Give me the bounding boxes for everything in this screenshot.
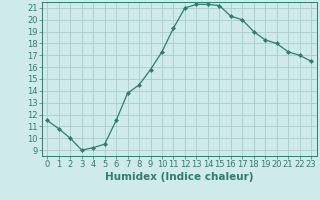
X-axis label: Humidex (Indice chaleur): Humidex (Indice chaleur) xyxy=(105,172,253,182)
